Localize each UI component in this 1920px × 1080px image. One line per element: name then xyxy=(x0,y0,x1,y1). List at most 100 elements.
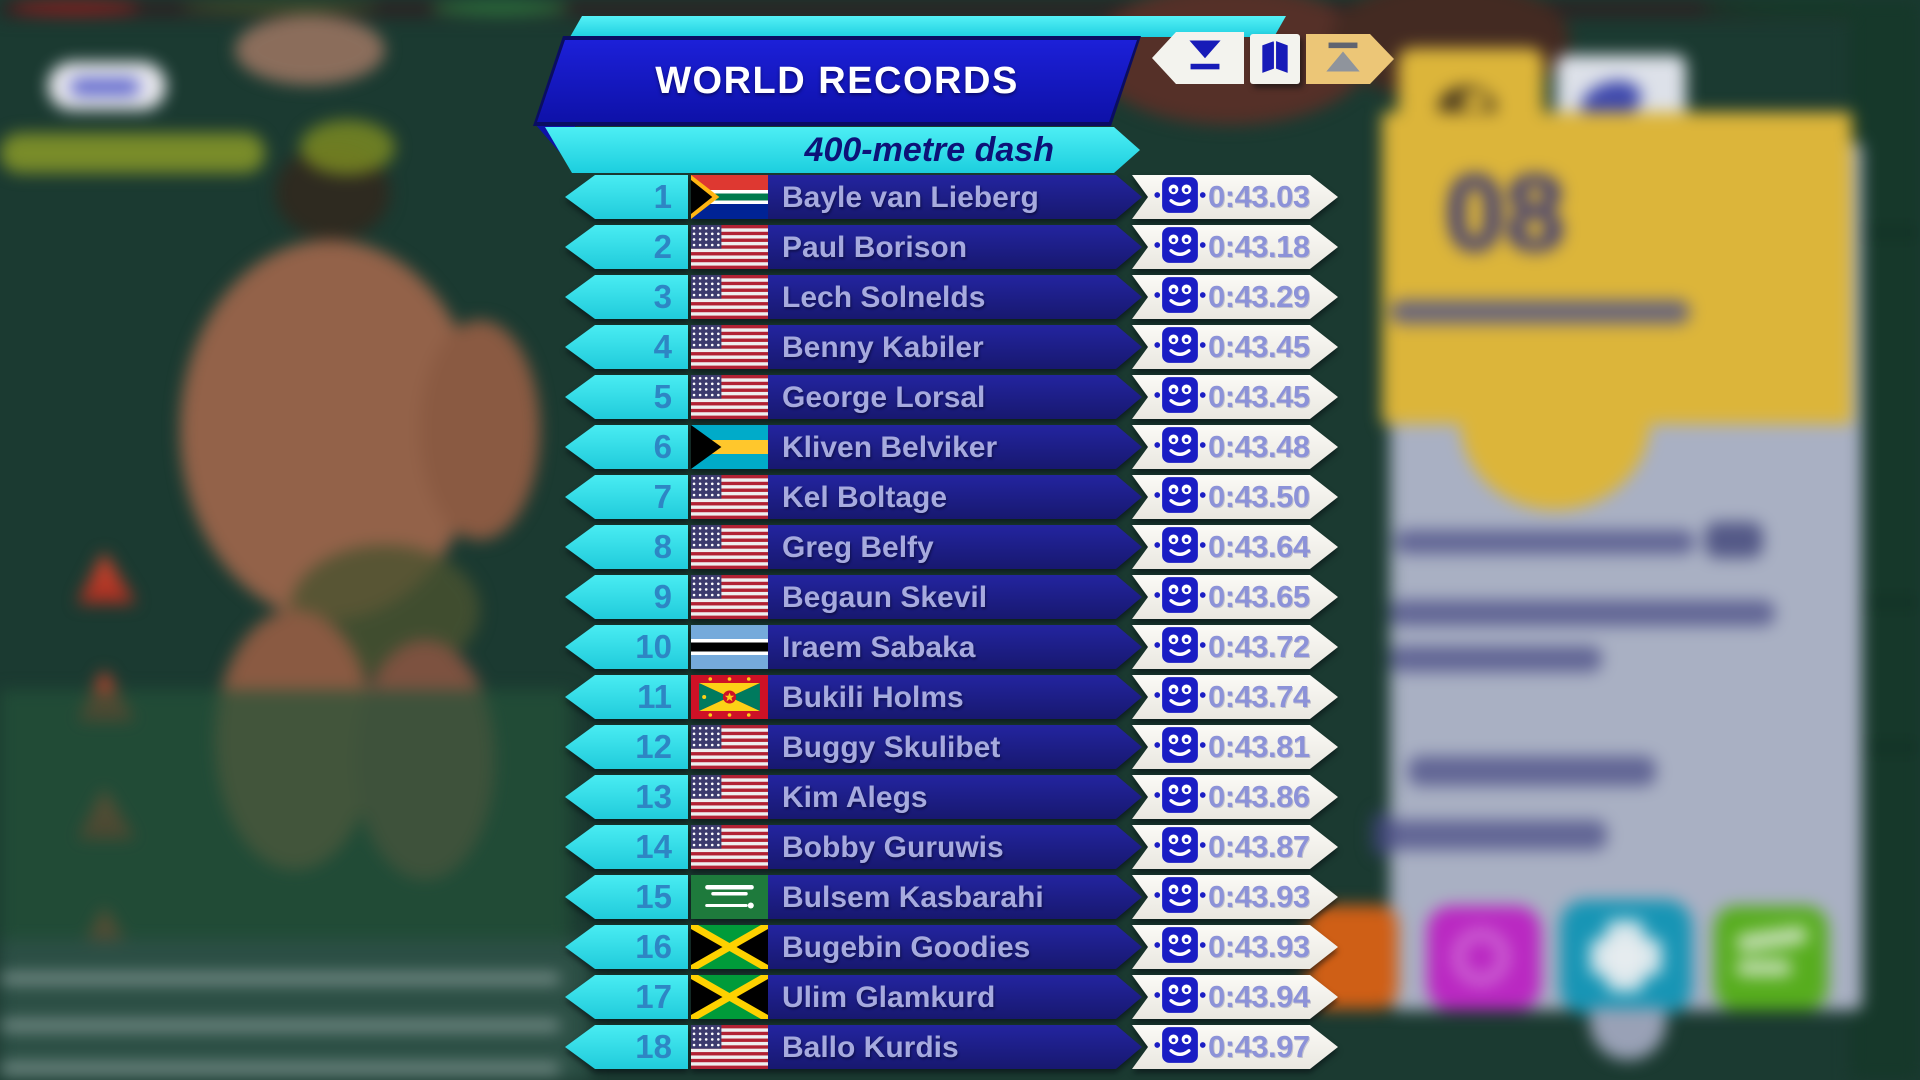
runner-name: Kim Alegs xyxy=(782,781,928,814)
blurred-button-teal-glyph xyxy=(1590,938,1662,976)
title-banner: WORLD RECORDS xyxy=(533,36,1141,126)
runner-name: Bugebin Goodies xyxy=(782,931,1031,964)
runner-shirt xyxy=(0,133,265,173)
time-capsule: 0:43.45 xyxy=(1132,375,1338,419)
runner-name: Ulim Glamkurd xyxy=(782,981,996,1014)
record-row-3: 3 0:43.29 Lech Solnelds xyxy=(565,275,1357,319)
record-row-8: 8 0:43.64 Greg Belfy xyxy=(565,525,1357,569)
event-number: 08 xyxy=(1444,152,1566,273)
record-time: 0:43.74 xyxy=(1208,679,1310,714)
crowd-blob xyxy=(10,0,140,16)
flag-icon-jm xyxy=(691,975,768,1019)
rank-label: 17 xyxy=(565,975,688,1019)
runner-arm xyxy=(420,320,540,540)
robot-icon xyxy=(1154,575,1206,620)
time-capsule: 0:43.87 xyxy=(1132,825,1338,869)
runner-name: Iraem Sabaka xyxy=(782,631,976,664)
record-row-10: 10 0:43.72 Iraem Sabaka xyxy=(565,625,1357,669)
runner-name: Ballo Kurdis xyxy=(782,1031,959,1064)
time-capsule: 0:43.94 xyxy=(1132,975,1338,1019)
rank-label: 18 xyxy=(565,1025,688,1069)
rank-label: 1 xyxy=(565,175,688,219)
blurred-text-line xyxy=(1390,646,1602,672)
time-capsule: 0:43.81 xyxy=(1132,725,1338,769)
runner-name: Bukili Holms xyxy=(782,681,964,714)
record-time: 0:43.72 xyxy=(1208,629,1310,664)
records-book-button[interactable] xyxy=(1250,34,1300,84)
record-time: 0:43.50 xyxy=(1208,479,1310,514)
record-row-17: 17 0:43.94 Ulim Glamkurd xyxy=(565,975,1357,1019)
rank-label: 16 xyxy=(565,925,688,969)
time-capsule: 0:43.64 xyxy=(1132,525,1338,569)
record-time: 0:43.64 xyxy=(1208,529,1310,564)
blurred-label-text xyxy=(70,78,140,96)
flag-icon-us xyxy=(691,525,768,569)
record-row-14: 14 0:43.87 Bobby Guruwis xyxy=(565,825,1357,869)
rank-label: 7 xyxy=(565,475,688,519)
shoe-icon-notch xyxy=(1462,92,1488,110)
runner-name: Kliven Belviker xyxy=(782,431,998,464)
time-capsule: 0:43.03 xyxy=(1132,175,1338,219)
record-row-4: 4 0:43.45 Benny Kabiler xyxy=(565,325,1357,369)
page-title: WORLD RECORDS xyxy=(655,59,1019,102)
runner-name: Benny Kabiler xyxy=(782,331,984,364)
flag-icon-us xyxy=(691,825,768,869)
blurred-text-line xyxy=(1390,600,1775,626)
rank-label: 5 xyxy=(565,375,688,419)
triangle-down-icon xyxy=(1185,38,1225,79)
crowd-blob xyxy=(180,0,380,14)
flag-icon-us xyxy=(691,1025,768,1069)
time-capsule: 0:43.45 xyxy=(1132,325,1338,369)
time-capsule: 0:43.18 xyxy=(1132,225,1338,269)
flag-icon-us xyxy=(691,275,768,319)
record-row-16: 16 0:43.93 Bugebin Goodies xyxy=(565,925,1357,969)
record-row-2: 2 0:43.18 Paul Borison xyxy=(565,225,1357,269)
runner-shirt xyxy=(300,120,395,175)
record-time: 0:43.03 xyxy=(1208,179,1310,214)
scroll-down-button[interactable] xyxy=(1152,32,1244,84)
robot-icon xyxy=(1154,925,1206,970)
robot-icon xyxy=(1154,675,1206,720)
robot-icon xyxy=(1154,625,1206,670)
flag-icon-us xyxy=(691,475,768,519)
blurred-text-line xyxy=(1408,756,1656,786)
blurred-button-green-glyph xyxy=(1736,960,1792,976)
runner-name: Begaun Skevil xyxy=(782,581,988,614)
blurred-text-line xyxy=(1385,820,1607,850)
record-time: 0:43.87 xyxy=(1208,829,1310,864)
robot-icon xyxy=(1154,175,1206,220)
scroll-up-button[interactable] xyxy=(1306,34,1394,84)
time-capsule: 0:43.48 xyxy=(1132,425,1338,469)
event-card-caption xyxy=(1390,300,1690,324)
record-row-18: 18 0:43.97 Ballo Kurdis xyxy=(565,1025,1357,1069)
record-row-9: 9 0:43.65 Begaun Skevil xyxy=(565,575,1357,619)
time-capsule: 0:43.65 xyxy=(1132,575,1338,619)
rank-label: 10 xyxy=(565,625,688,669)
blurred-text-line xyxy=(1705,522,1763,558)
time-capsule: 0:43.50 xyxy=(1132,475,1338,519)
rank-label: 15 xyxy=(565,875,688,919)
runner-name: Buggy Skulibet xyxy=(782,731,1001,764)
rank-label: 11 xyxy=(565,675,688,719)
runner-name: Paul Borison xyxy=(782,231,968,264)
robot-icon xyxy=(1154,825,1206,870)
record-time: 0:43.65 xyxy=(1208,579,1310,614)
runner-name: Bobby Guruwis xyxy=(782,831,1004,864)
record-row-15: 15 0:43.93 Bulsem Kasbarahi xyxy=(565,875,1357,919)
lane-line xyxy=(0,975,560,982)
rank-label: 2 xyxy=(565,225,688,269)
robot-icon xyxy=(1154,475,1206,520)
record-time: 0:43.81 xyxy=(1208,729,1310,764)
record-row-13: 13 0:43.86 Kim Alegs xyxy=(565,775,1357,819)
flag-icon-bw xyxy=(691,625,768,669)
event-banner: 400-metre dash xyxy=(545,127,1140,173)
record-time: 0:43.93 xyxy=(1208,929,1310,964)
skin-blob xyxy=(235,15,385,85)
lane-line xyxy=(0,1022,560,1029)
robot-icon xyxy=(1154,275,1206,320)
title-banner-face: WORLD RECORDS xyxy=(537,40,1137,122)
rank-label: 6 xyxy=(565,425,688,469)
flag-icon-sa xyxy=(691,875,768,919)
hedge-seam xyxy=(1845,745,1920,750)
